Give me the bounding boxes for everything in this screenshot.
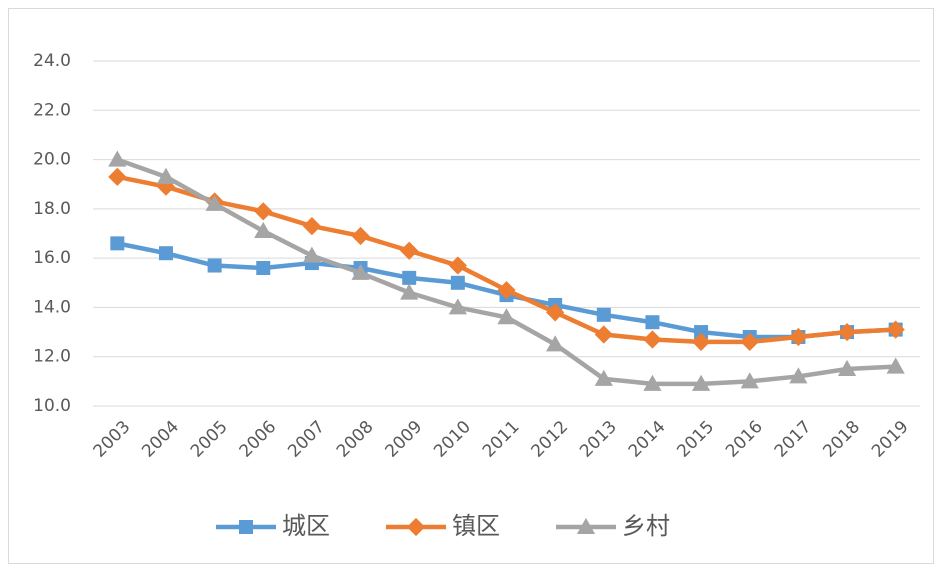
marker xyxy=(302,246,322,263)
marker xyxy=(789,327,808,347)
marker xyxy=(837,359,857,377)
marker xyxy=(740,332,759,352)
marker xyxy=(402,270,417,285)
y-tick-label: 12.0 xyxy=(33,347,71,367)
marker xyxy=(108,150,127,167)
marker xyxy=(886,320,905,339)
legend-label: 城区 xyxy=(282,512,330,540)
marker xyxy=(643,330,662,349)
marker xyxy=(497,281,516,300)
marker xyxy=(256,261,271,275)
legend-label: 乡村 xyxy=(622,512,670,540)
marker xyxy=(886,357,905,374)
marker xyxy=(594,325,613,344)
marker xyxy=(400,283,419,300)
legend: 城区 镇区 乡村 xyxy=(216,512,670,540)
marker xyxy=(156,167,176,184)
marker xyxy=(596,307,611,322)
y-tick-label: 16.0 xyxy=(33,248,71,268)
y-tick-label: 14.0 xyxy=(33,297,71,317)
legend-marker xyxy=(576,517,596,534)
y-tick-label: 22.0 xyxy=(33,100,71,120)
marker xyxy=(546,303,565,322)
y-tick-label: 24.0 xyxy=(33,51,71,71)
marker xyxy=(740,372,759,389)
marker xyxy=(254,221,273,239)
marker xyxy=(645,315,660,330)
marker xyxy=(351,263,370,280)
legend-marker xyxy=(239,520,253,534)
marker xyxy=(302,217,322,236)
marker xyxy=(351,226,370,246)
marker xyxy=(448,256,467,275)
y-tick-label: 10.0 xyxy=(33,396,71,416)
marker xyxy=(789,367,808,384)
legend-label: 镇区 xyxy=(452,512,500,540)
marker xyxy=(450,275,465,290)
marker xyxy=(205,194,224,211)
marker xyxy=(691,332,711,352)
y-tick-label: 18.0 xyxy=(33,199,71,219)
marker xyxy=(158,246,173,261)
marker xyxy=(837,322,857,342)
marker xyxy=(546,335,565,352)
marker xyxy=(594,369,613,386)
marker xyxy=(448,298,467,315)
marker xyxy=(497,308,516,325)
legend-marker xyxy=(406,517,426,537)
marker xyxy=(110,236,125,251)
marker xyxy=(207,258,222,273)
marker xyxy=(691,374,711,391)
marker xyxy=(108,167,127,186)
marker xyxy=(643,374,662,391)
marker xyxy=(254,202,273,221)
y-tick-label: 20.0 xyxy=(33,150,71,170)
marker xyxy=(400,241,419,260)
marker xyxy=(694,325,709,340)
